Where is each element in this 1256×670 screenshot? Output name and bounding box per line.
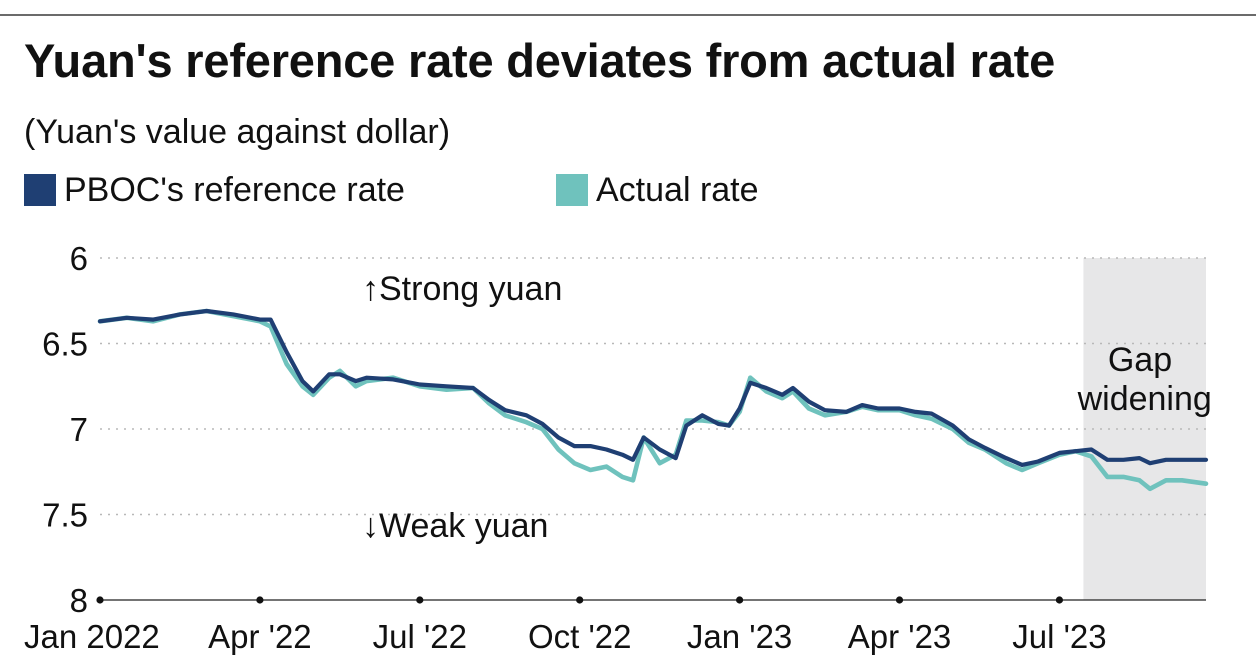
legend-label-actual: Actual rate: [596, 171, 759, 209]
chart-subtitle: (Yuan's value against dollar): [24, 113, 451, 151]
x-tick-label: Oct '22: [528, 618, 632, 655]
y-tick-label: 7.5: [42, 497, 88, 534]
y-tick-label: 7: [70, 411, 88, 448]
chart-title: Yuan's reference rate deviates from actu…: [24, 34, 1056, 87]
x-tick-label: Apr '23: [848, 618, 952, 655]
y-tick-label: 6.5: [42, 326, 88, 363]
x-tick-label: Apr '22: [208, 618, 312, 655]
gap-widening-label: Gap widening: [1077, 341, 1212, 418]
x-tick-dot: [1055, 596, 1064, 604]
legend-swatch-actual: [556, 174, 588, 206]
x-tick-label: Jan '23: [687, 618, 792, 655]
x-tick-dot: [416, 596, 424, 604]
x-tick-dot: [256, 596, 264, 604]
x-tick-label: Jul '23: [1012, 618, 1106, 655]
series-line-reference-rate: [97, 308, 1209, 467]
legend-label-reference: PBOC's reference rate: [64, 171, 405, 209]
x-tick-dot: [96, 596, 104, 604]
annotation-strong-yuan: ↑Strong yuan: [362, 270, 562, 308]
x-tick-label: Jul '22: [373, 618, 467, 655]
series-line-actual-rate: [97, 308, 1209, 492]
grid-lines: [100, 257, 1206, 516]
x-tick-label: Jan 2022: [24, 618, 160, 655]
x-tick-dot: [576, 596, 584, 604]
top-rule: [0, 14, 1256, 16]
gap-widening-shade: [1083, 258, 1206, 600]
legend-item-actual: Actual rate: [556, 168, 759, 212]
x-tick-dot: [736, 596, 744, 604]
legend-swatch-reference: [24, 174, 56, 206]
y-tick-label: 6: [70, 240, 88, 277]
gap-label-line-1: Gap: [1108, 341, 1172, 379]
legend-item-reference: PBOC's reference rate: [24, 168, 405, 212]
y-tick-label: 8: [70, 582, 88, 619]
x-ticks: Jan 2022 Apr '22 Jul '22 Oct '22 Jan '23 Apr …: [24, 596, 1107, 655]
x-tick-dot: [895, 596, 904, 604]
gap-label-line-2: widening: [1077, 380, 1212, 418]
y-tick-labels: 6 6.5 7 7.5 8: [42, 240, 88, 619]
annotation-weak-yuan: ↓Weak yuan: [362, 507, 548, 545]
